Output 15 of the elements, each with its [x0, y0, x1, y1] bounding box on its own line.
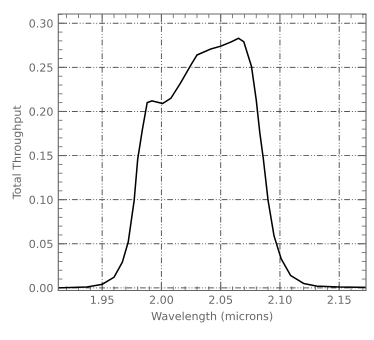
- y-tick-label: 0.00: [29, 284, 53, 292]
- y-tick-label: 0.30: [29, 19, 53, 28]
- y-axis-title: Total Throughput: [12, 106, 24, 200]
- x-tick-label: 2.05: [209, 296, 232, 304]
- x-tick-label: 2.00: [150, 296, 174, 304]
- y-tick-label: 0.15: [29, 152, 52, 160]
- y-tick-label: 0.25: [29, 63, 52, 72]
- y-tick-label: 0.10: [29, 196, 53, 204]
- y-tick-label: 0.05: [29, 240, 52, 248]
- line-series: [58, 37, 366, 289]
- x-axis-title: Wavelength (microns): [151, 312, 272, 322]
- x-tick-label: 2.15: [328, 296, 351, 304]
- x-tick-label: 1.95: [91, 296, 114, 304]
- x-tick-label: 2.10: [268, 296, 292, 304]
- y-tick-label: 0.20: [29, 107, 53, 116]
